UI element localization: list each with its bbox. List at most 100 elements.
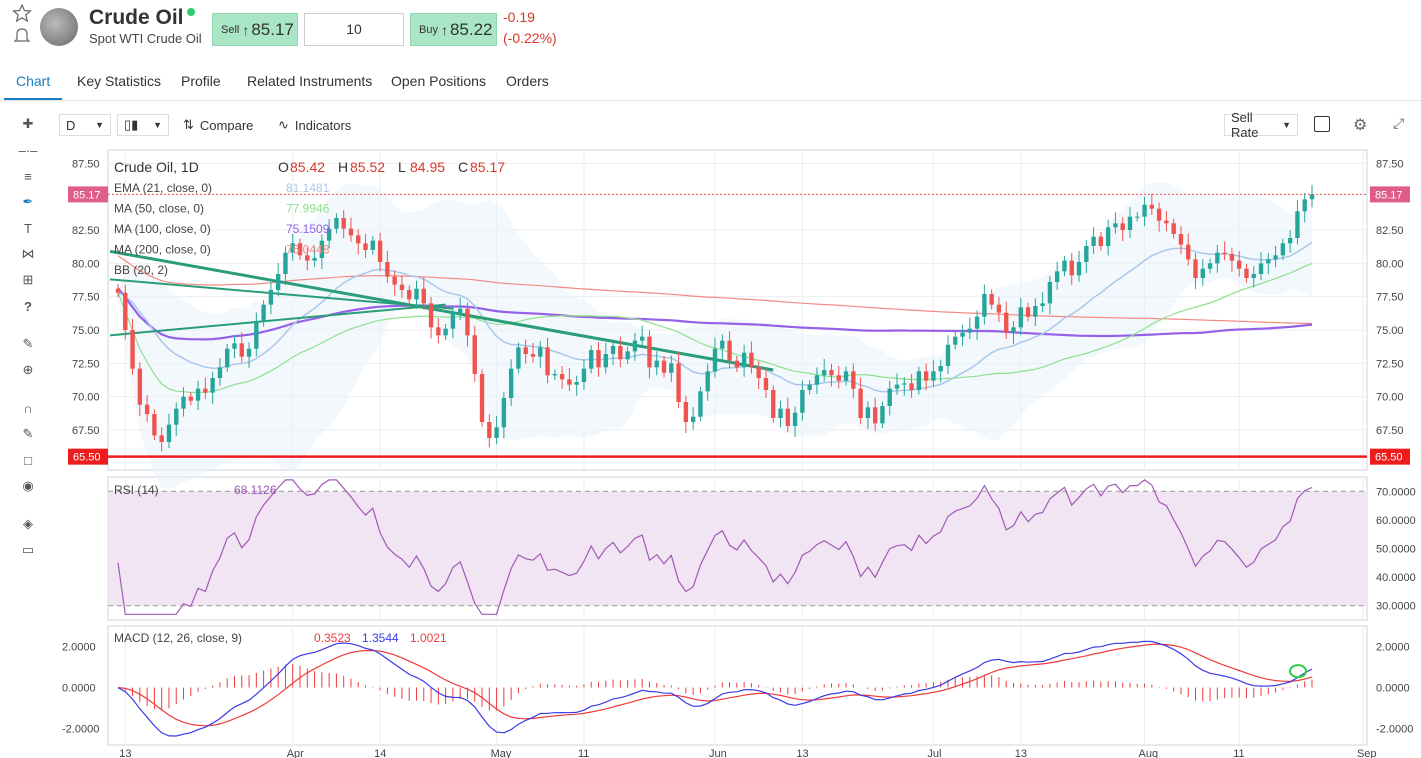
active-tab-underline: [4, 98, 62, 100]
star-icon[interactable]: [12, 4, 32, 22]
candle: [523, 339, 528, 364]
price-tick-label-left: 75.00: [72, 325, 100, 337]
compare-button[interactable]: ⇅ Compare: [183, 117, 253, 133]
macd-tick-label-left: 2.0000: [62, 642, 96, 654]
candle: [246, 342, 252, 368]
level-label-right: 65.50: [1375, 452, 1403, 464]
instrument-title: Crude Oil: [89, 6, 184, 29]
candle-body: [1105, 227, 1111, 246]
candle-body: [494, 427, 499, 438]
candle-body: [625, 351, 630, 360]
candle-body: [1193, 259, 1198, 278]
magnet-icon[interactable]: ∩: [23, 400, 33, 416]
x-tick-label: Apr: [287, 748, 304, 758]
text-tool-icon[interactable]: T: [24, 220, 32, 236]
candle: [465, 302, 470, 347]
candle: [1047, 275, 1053, 315]
ma200-line: [117, 255, 1313, 325]
candle-body: [1076, 262, 1082, 276]
candle: [123, 284, 128, 340]
candle: [174, 402, 179, 436]
candle-body: [1186, 244, 1191, 260]
sell-button[interactable]: Sell ↑ 85.17: [212, 13, 298, 46]
candle-body: [865, 407, 871, 418]
bell-icon[interactable]: [12, 26, 32, 44]
candle: [450, 306, 456, 339]
chart-type-select[interactable]: ▯▮ ▼: [117, 114, 169, 136]
candle-body: [960, 332, 965, 337]
candle-body: [720, 340, 725, 349]
candle-body: [130, 330, 135, 369]
price-tick-label-left: 82.50: [72, 225, 100, 237]
lock-drawing-icon[interactable]: ✎: [22, 426, 34, 441]
candle-body: [450, 314, 456, 329]
candle-body: [1054, 271, 1060, 282]
eye-icon[interactable]: ◉: [22, 478, 34, 493]
tab-orders[interactable]: Orders: [506, 73, 549, 89]
buy-label: Buy: [419, 23, 438, 36]
indicator-name: MA (50, close, 0): [114, 202, 204, 216]
settings-gear-icon[interactable]: ⚙: [1353, 117, 1368, 134]
candle: [130, 318, 135, 375]
candle-body: [785, 408, 790, 426]
candle: [217, 357, 223, 386]
candle-body: [676, 363, 681, 402]
tab-profile[interactable]: Profile: [181, 73, 221, 89]
trend-line-icon[interactable]: –·–: [18, 142, 38, 158]
trash-icon[interactable]: ▭: [21, 542, 35, 557]
candle: [188, 392, 193, 406]
horizontal-lines-icon[interactable]: ≡: [24, 168, 32, 184]
candle-body: [1135, 216, 1140, 218]
candle: [603, 342, 608, 374]
candle: [275, 262, 281, 297]
amount-input[interactable]: 10: [304, 13, 404, 46]
interval-select[interactable]: D ▼: [59, 114, 111, 136]
candle-body: [858, 388, 863, 418]
rate-select[interactable]: Sell Rate ▼: [1224, 110, 1298, 140]
tab-key-statistics[interactable]: Key Statistics: [77, 73, 162, 89]
candle-body: [618, 346, 623, 360]
pattern-icon[interactable]: ⋈: [21, 246, 35, 261]
market-open-indicator: [187, 8, 195, 16]
candle: [945, 335, 951, 374]
buy-button[interactable]: Buy ↑ 85.22: [410, 13, 497, 46]
tab-chart[interactable]: Chart: [16, 73, 51, 89]
help-icon[interactable]: ?: [24, 298, 32, 314]
trend-lines: [109, 249, 774, 372]
candle: [880, 401, 885, 428]
fullscreen-icon[interactable]: ⤢: [1393, 115, 1405, 131]
lock-icon[interactable]: □: [24, 452, 32, 468]
candle: [356, 229, 361, 255]
x-tick-label: 13: [1015, 748, 1027, 758]
candle-body: [1222, 252, 1227, 254]
candle-body: [1142, 204, 1147, 217]
candle: [399, 275, 405, 298]
layers-icon[interactable]: ◈: [23, 516, 33, 531]
candle: [865, 401, 871, 430]
zoom-in-icon[interactable]: ⊕: [22, 362, 34, 377]
candle: [822, 358, 827, 382]
candle-body: [399, 284, 405, 290]
candle-body: [297, 243, 303, 256]
candle-body: [1120, 223, 1125, 230]
ma100-line: [117, 287, 1313, 341]
buy-price: 85.22: [449, 19, 493, 39]
candle: [297, 238, 303, 260]
brush-icon[interactable]: ✒: [22, 194, 34, 209]
candle: [501, 391, 507, 439]
tab-related-instruments[interactable]: Related Instruments: [247, 73, 373, 89]
fibonacci-icon[interactable]: ⊞: [22, 272, 34, 287]
tab-open-positions[interactable]: Open Positions: [391, 73, 486, 89]
ruler-icon[interactable]: ✎: [22, 336, 34, 351]
candle: [428, 297, 434, 339]
sell-price: 85.17: [251, 19, 294, 39]
candle-body: [727, 340, 732, 361]
crosshair-icon[interactable]: ✚: [22, 116, 34, 131]
price-tick-label-left: 72.50: [72, 358, 100, 370]
candle: [363, 233, 368, 258]
candle: [1040, 292, 1045, 313]
rsi-pane: 70.0000 60.0000 50.0000 40.0000 30.0000 RSI (…: [108, 479, 1416, 615]
indicators-button[interactable]: ∿ Indicators: [278, 117, 351, 133]
screenshot-icon[interactable]: [1314, 116, 1330, 132]
